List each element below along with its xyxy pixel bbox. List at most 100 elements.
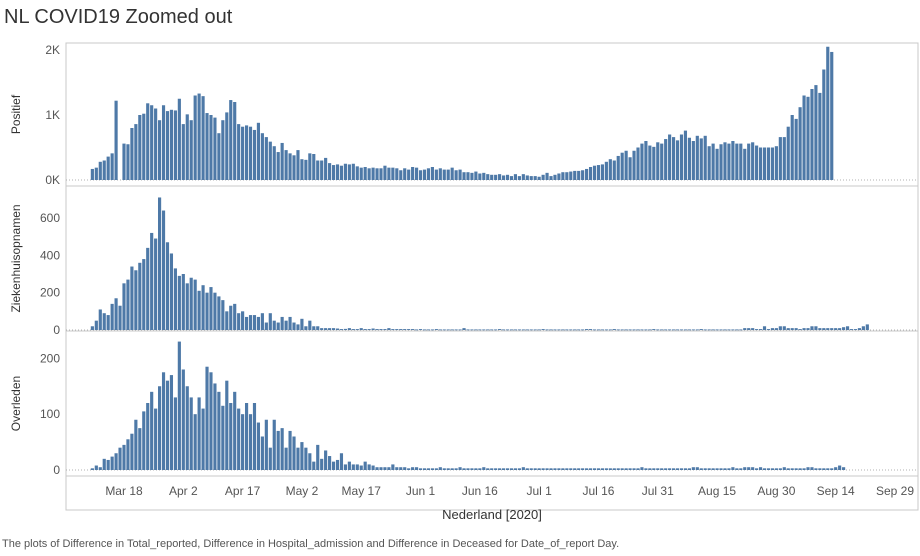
bar bbox=[260, 133, 264, 180]
bar bbox=[331, 461, 336, 471]
bar bbox=[142, 259, 146, 330]
bar bbox=[806, 96, 810, 180]
bar bbox=[711, 329, 715, 331]
bar bbox=[648, 145, 652, 180]
bar bbox=[300, 318, 304, 330]
bar bbox=[790, 328, 794, 330]
bar bbox=[553, 468, 557, 470]
bar bbox=[371, 167, 375, 180]
bar bbox=[790, 468, 794, 470]
bar bbox=[616, 155, 620, 180]
bar bbox=[359, 167, 363, 180]
bar bbox=[588, 167, 593, 180]
bar bbox=[102, 458, 106, 470]
bar bbox=[193, 279, 197, 330]
bar bbox=[679, 329, 684, 331]
bar bbox=[296, 324, 300, 330]
bar bbox=[391, 329, 395, 330]
bar bbox=[577, 329, 581, 331]
bar bbox=[577, 170, 581, 180]
y-axis-label: Overleden bbox=[9, 376, 23, 431]
bar bbox=[229, 403, 233, 470]
bar bbox=[193, 95, 197, 180]
bar bbox=[640, 143, 644, 180]
bar bbox=[505, 329, 510, 331]
x-tick-label: Jul 1 bbox=[526, 484, 552, 498]
x-tick-label: Sep 14 bbox=[817, 484, 855, 498]
bar bbox=[126, 279, 130, 330]
bar bbox=[826, 468, 830, 470]
bar bbox=[569, 171, 573, 180]
bar bbox=[612, 329, 616, 330]
bar bbox=[252, 129, 257, 180]
bar bbox=[252, 315, 257, 330]
bar bbox=[727, 329, 731, 331]
bar bbox=[122, 143, 126, 180]
bar bbox=[371, 465, 375, 470]
bar bbox=[161, 105, 166, 180]
x-tick-label: May 17 bbox=[342, 484, 382, 498]
y-tick-label: 0 bbox=[53, 463, 60, 477]
bar bbox=[545, 329, 549, 331]
bar bbox=[723, 468, 727, 470]
bar bbox=[106, 315, 110, 330]
bar bbox=[628, 157, 632, 180]
bar bbox=[632, 329, 636, 331]
bar bbox=[280, 316, 284, 330]
bar bbox=[648, 329, 652, 331]
bar bbox=[438, 467, 442, 470]
y-tick-label: 200 bbox=[40, 351, 60, 365]
bar bbox=[565, 172, 569, 180]
bar bbox=[513, 468, 518, 470]
bar bbox=[683, 468, 688, 470]
bar bbox=[146, 103, 150, 180]
x-tick-label: May 2 bbox=[286, 484, 319, 498]
bar bbox=[106, 459, 110, 470]
bar bbox=[660, 468, 664, 470]
bar bbox=[533, 329, 537, 331]
bar bbox=[454, 468, 458, 470]
bar bbox=[462, 328, 466, 330]
bar bbox=[711, 143, 715, 180]
bar bbox=[525, 329, 529, 331]
bar bbox=[229, 305, 233, 330]
bar bbox=[391, 167, 395, 180]
bar bbox=[205, 366, 209, 470]
bar bbox=[181, 369, 185, 470]
bar bbox=[747, 328, 751, 330]
bar bbox=[501, 175, 506, 180]
bar bbox=[529, 468, 533, 470]
bar bbox=[699, 138, 703, 180]
bar bbox=[517, 176, 521, 180]
bar bbox=[660, 143, 664, 180]
bar bbox=[126, 439, 130, 470]
bar bbox=[130, 433, 134, 470]
bar bbox=[244, 316, 249, 330]
bar bbox=[743, 467, 747, 470]
bar bbox=[774, 468, 778, 470]
bar bbox=[715, 329, 719, 331]
bar bbox=[221, 405, 225, 470]
bar bbox=[521, 467, 525, 470]
bar bbox=[94, 320, 98, 330]
bar bbox=[612, 468, 616, 470]
bar bbox=[197, 397, 201, 470]
bar bbox=[802, 468, 806, 470]
bar bbox=[573, 468, 577, 470]
bar bbox=[462, 172, 466, 180]
bar bbox=[430, 167, 434, 180]
bar bbox=[486, 468, 490, 470]
bar bbox=[715, 468, 719, 470]
bar bbox=[154, 108, 158, 180]
bar bbox=[719, 468, 723, 470]
bar bbox=[786, 468, 790, 470]
bar bbox=[608, 329, 612, 331]
bar bbox=[98, 467, 102, 470]
bar bbox=[114, 453, 118, 470]
x-tick-label: Jul 31 bbox=[642, 484, 674, 498]
bar bbox=[636, 147, 640, 180]
bar bbox=[118, 305, 122, 330]
bar bbox=[94, 167, 98, 180]
bar bbox=[553, 329, 557, 331]
bar bbox=[545, 468, 549, 470]
